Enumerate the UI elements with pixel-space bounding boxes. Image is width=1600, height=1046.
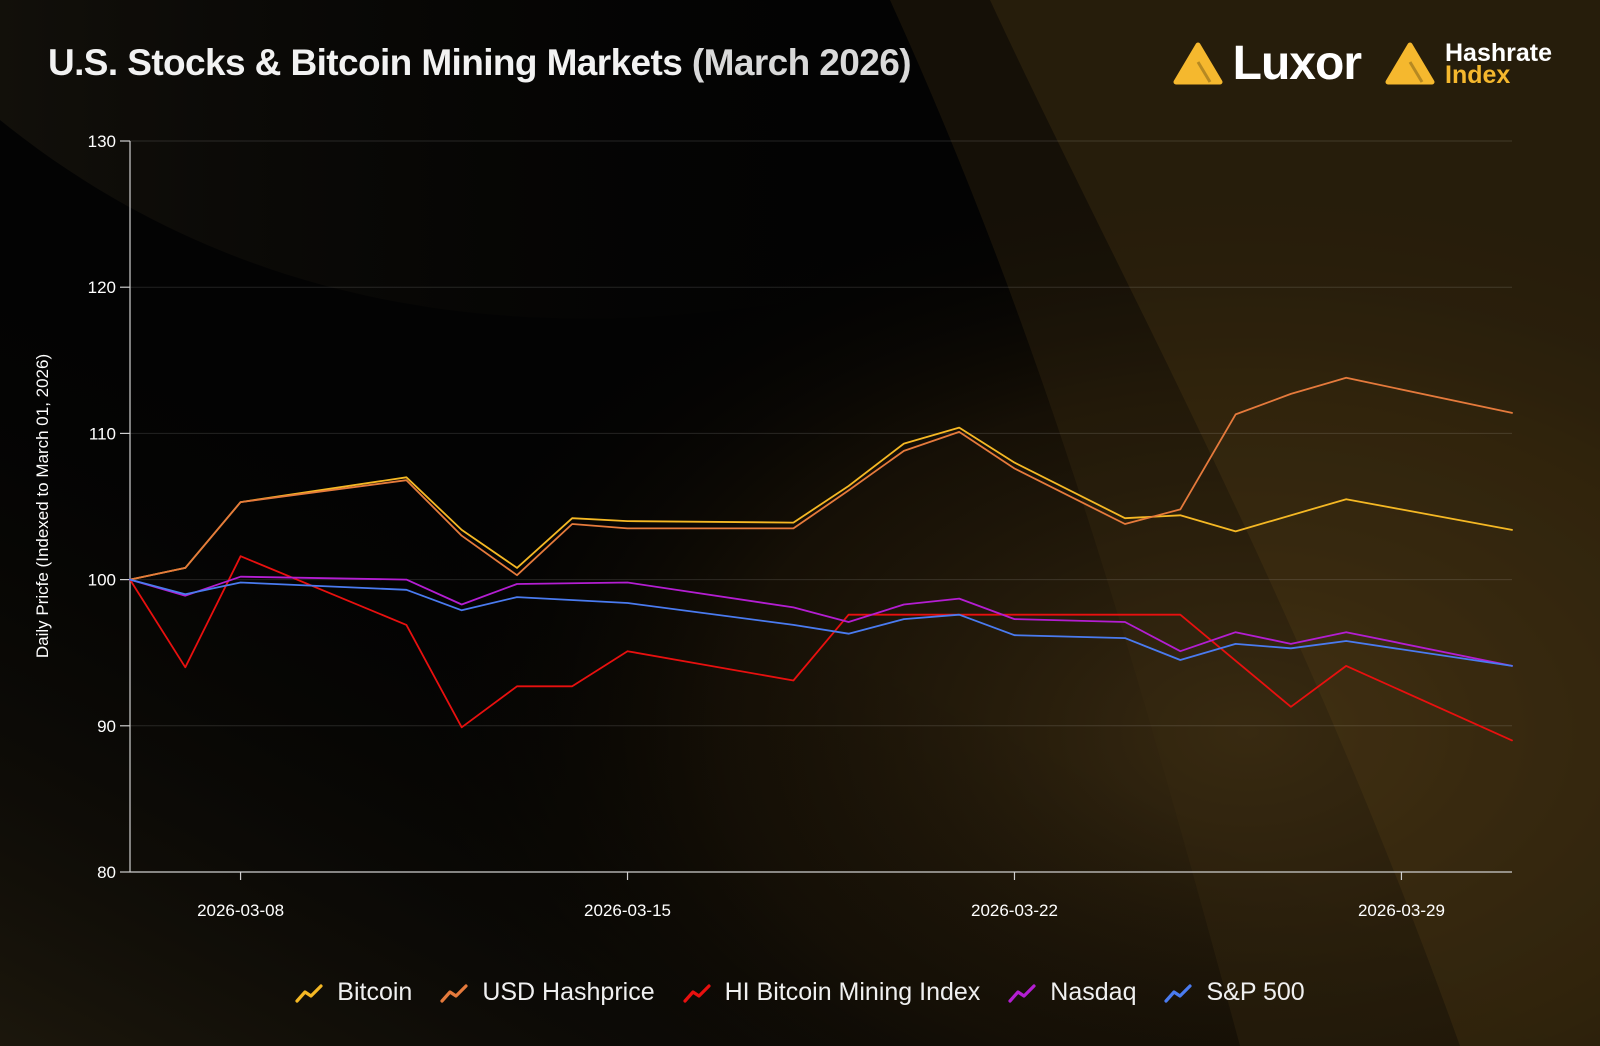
index-word: Index — [1445, 61, 1511, 89]
legend-line-icon — [1164, 983, 1193, 1003]
y-tick-label: 120 — [88, 278, 116, 297]
hashrate-index-logo: Hashrate Index — [1385, 39, 1552, 89]
series-line-bitcoin — [129, 426, 1513, 581]
legend-line-icon — [440, 983, 468, 1003]
grid-lines — [130, 140, 1512, 727]
legend-line-icon — [295, 983, 323, 1003]
x-tick-label: 2026-03-22 — [971, 901, 1058, 920]
page-title: U.S. Stocks & Bitcoin Mining Markets (Ma… — [48, 42, 912, 84]
legend-item: HI Bitcoin Mining Index — [683, 978, 981, 1007]
y-tick-label: 130 — [88, 132, 116, 151]
series-lines — [129, 376, 1513, 742]
legend-item: S&P 500 — [1164, 978, 1305, 1007]
legend-label: HI Bitcoin Mining Index — [724, 978, 981, 1006]
legend-label: S&P 500 — [1206, 978, 1305, 1006]
title-date: (March 2026) — [691, 42, 912, 83]
hashrate-mark-icon — [1385, 42, 1435, 85]
legend-line-icon — [683, 983, 711, 1003]
legend-item: Bitcoin — [295, 978, 412, 1007]
brand-logos: Luxor Hashrate Index — [1173, 40, 1552, 88]
legend-item: USD Hashprice — [440, 978, 655, 1007]
title-main: U.S. Stocks & Bitcoin Mining Markets — [48, 42, 683, 83]
hashrate-word: Hashrate — [1445, 39, 1552, 67]
legend-label: USD Hashprice — [482, 978, 655, 1006]
y-tick-label: 110 — [89, 424, 116, 443]
y-tick-label: 80 — [97, 863, 116, 882]
axes: 80 90 100 110 120 130 2026-03-08 2026-03-15 2026… — [88, 132, 1512, 920]
series-line-nasdaq — [129, 575, 1513, 667]
legend-label: Bitcoin — [337, 978, 413, 1006]
luxor-wordmark: Luxor — [1232, 37, 1362, 90]
y-axis-label: Daily Pricfe (Indexed to March 01, 2026) — [33, 354, 52, 658]
x-tick-label: 2026-03-29 — [1358, 901, 1445, 920]
legend-item: Nasdaq — [1008, 978, 1136, 1007]
luxor-logo: Luxor — [1173, 37, 1362, 90]
series-line-s-p-500 — [129, 578, 1513, 667]
y-tick-label: 100 — [88, 571, 116, 590]
x-tick-label: 2026-03-08 — [197, 901, 284, 920]
series-line-usd-hashprice — [129, 376, 1513, 581]
y-tick-label: 90 — [97, 717, 116, 736]
chart-legend: Bitcoin USD Hashprice HI Bitcoin Mining In… — [0, 978, 1600, 1007]
x-tick-label: 2026-03-15 — [584, 901, 671, 920]
legend-label: Nasdaq — [1050, 978, 1137, 1006]
legend-line-icon — [1008, 983, 1036, 1003]
luxor-mark-icon — [1173, 42, 1223, 85]
series-line-hi-bitcoin-mining-index — [129, 555, 1513, 742]
